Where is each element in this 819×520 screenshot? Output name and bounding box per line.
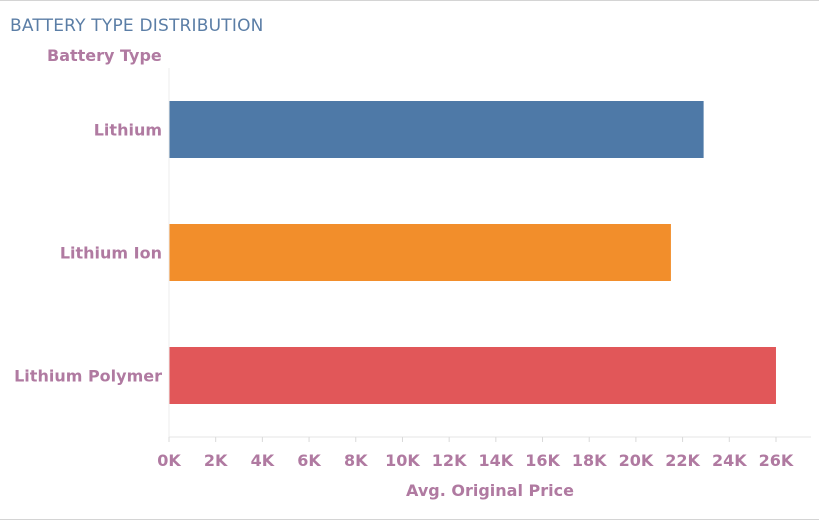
category-label: Lithium Polymer xyxy=(14,367,162,386)
bar-lithium[interactable] xyxy=(169,101,704,158)
x-axis: 0K 2K 4K 6K 8K 10K 12K 14K 16K 18K 20K 22K 24K 26K xyxy=(157,68,811,470)
x-tick-label: 10K xyxy=(385,451,420,470)
x-tick-label: 6K xyxy=(297,451,321,470)
x-tick-label: 20K xyxy=(619,451,654,470)
x-tick-label: 4K xyxy=(251,451,275,470)
x-tick-label: 12K xyxy=(432,451,467,470)
y-axis-title: Battery Type xyxy=(47,46,162,65)
bar-lithium-ion[interactable] xyxy=(169,224,671,281)
x-tick-label: 0K xyxy=(157,451,181,470)
category-label: Lithium Ion xyxy=(60,244,162,263)
bar-lithium-polymer[interactable] xyxy=(169,347,776,404)
x-tick-label: 26K xyxy=(759,451,794,470)
category-label: Lithium xyxy=(94,121,162,140)
chart-title: BATTERY TYPE DISTRIBUTION xyxy=(10,16,264,36)
x-tick-label: 14K xyxy=(479,451,514,470)
x-tick-label: 18K xyxy=(572,451,607,470)
x-tick-label: 16K xyxy=(525,451,560,470)
x-axis-title: Avg. Original Price xyxy=(406,481,574,500)
x-tick-label: 2K xyxy=(204,451,228,470)
bars-group xyxy=(169,101,776,404)
x-tick-label: 24K xyxy=(712,451,747,470)
category-labels: Lithium Lithium Ion Lithium Polymer xyxy=(14,121,162,386)
x-tick-label: 8K xyxy=(344,451,368,470)
x-tick-label: 22K xyxy=(665,451,700,470)
